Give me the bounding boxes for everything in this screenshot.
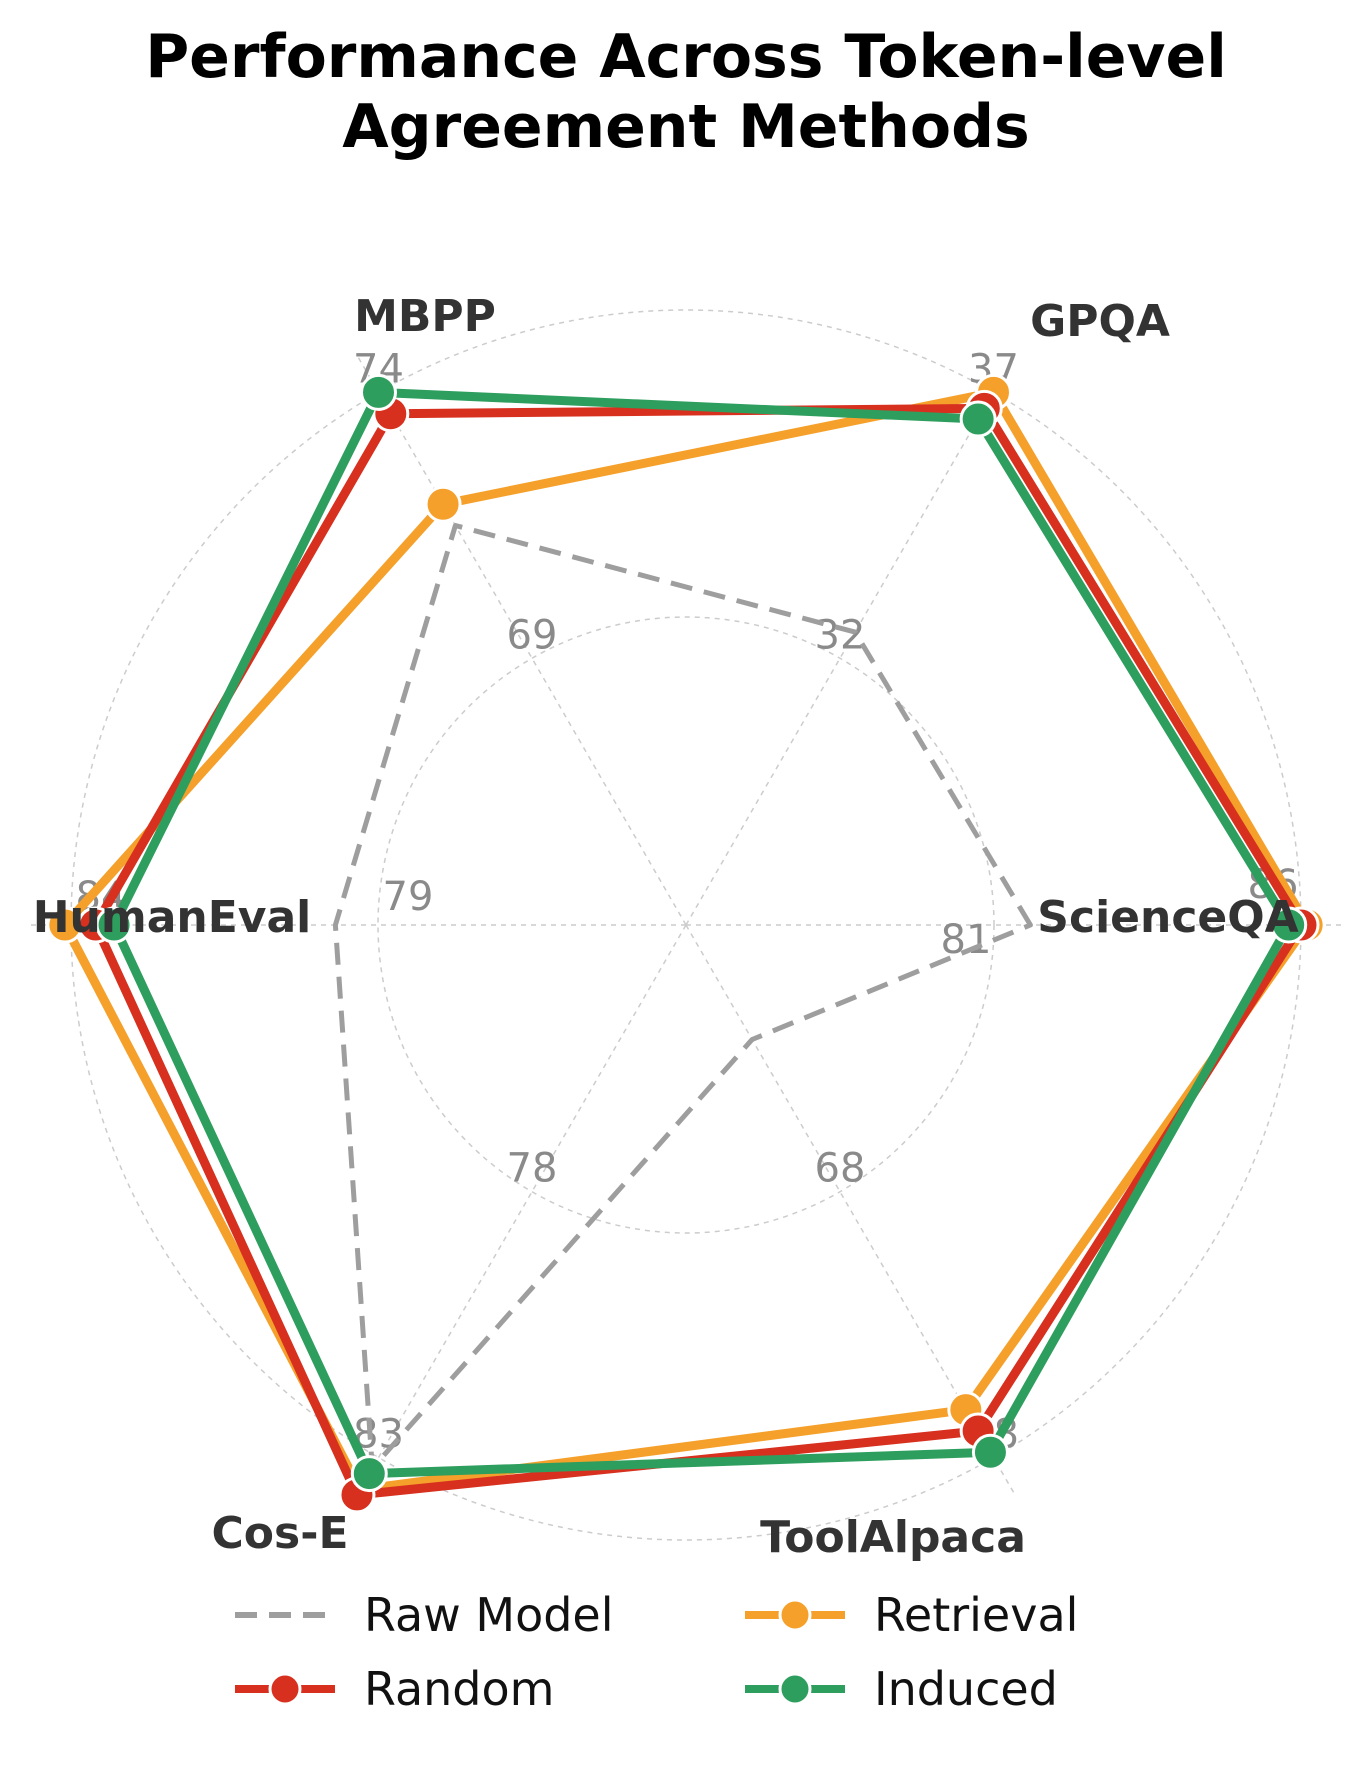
axis-label-scienceqa: ScienceQA [1037, 892, 1298, 943]
axis-label-toolalpaca: ToolAlpaca [760, 1512, 1026, 1563]
legend-swatch-retrieval [745, 1598, 845, 1632]
legend-swatch-random [235, 1672, 335, 1706]
point-induced-scienceqa [1270, 906, 1308, 944]
point-induced-cos-e [350, 1455, 388, 1493]
series-raw [332, 523, 1033, 1471]
tick-label-scienceqa-81: 81 [941, 917, 992, 963]
legend-item-random: Random [230, 1659, 554, 1719]
legend-item-induced: Induced [740, 1659, 1058, 1719]
tick-label-cos-e-78: 78 [507, 1146, 558, 1192]
legend-label-induced: Induced [874, 1662, 1058, 1716]
spoke-cos-e [355, 924, 687, 1497]
chart-title-line-1: Performance Across Token-level [145, 22, 1227, 92]
point-induced-mbpp [360, 373, 397, 411]
tick-label-humaneval-79: 79 [383, 874, 434, 920]
tick-label-mbpp-69: 69 [507, 612, 558, 658]
axis-label-cos-e: Cos-E [211, 1508, 348, 1559]
legend-label-retrieval: Retrieval [874, 1588, 1079, 1642]
chart-title: Performance Across Token-level Agreement… [0, 22, 1372, 162]
legend-label-random: Random [364, 1662, 555, 1716]
legend-item-retrieval: Retrieval [740, 1585, 1078, 1645]
chart-title-line-2: Agreement Methods [342, 92, 1030, 162]
point-induced-gpqa [959, 400, 997, 438]
tick-label-toolalpaca-68: 68 [815, 1146, 866, 1192]
spoke-mbpp [355, 353, 687, 926]
legend-label-raw: Raw Model [364, 1588, 614, 1642]
series-induced [95, 373, 1308, 1493]
radar-series [46, 373, 1326, 1514]
axis-labels: ScienceQA GPQA MBPP HumanEval Cos-E ToolAlpac… [33, 291, 1299, 1563]
legend-item-raw: Raw Model [230, 1585, 614, 1645]
series-random [77, 389, 1320, 1514]
axis-label-gpqa: GPQA [1030, 296, 1170, 347]
legend: Raw Model Retrieval Random Induced [230, 1585, 1190, 1745]
legend-swatch-induced [745, 1672, 845, 1706]
axis-label-mbpp: MBPP [354, 291, 496, 342]
point-induced-humaneval [95, 906, 133, 944]
axis-label-humaneval: HumanEval [33, 892, 312, 943]
point-retrieval-mbpp [424, 485, 462, 523]
legend-swatch-raw [235, 1612, 335, 1618]
series-line-raw [332, 523, 1033, 1471]
tick-label-gpqa-32: 32 [815, 612, 866, 658]
point-induced-toolalpaca [971, 1433, 1009, 1471]
spoke-gpqa [685, 353, 1017, 926]
grid-ring-1 [377, 616, 995, 1234]
